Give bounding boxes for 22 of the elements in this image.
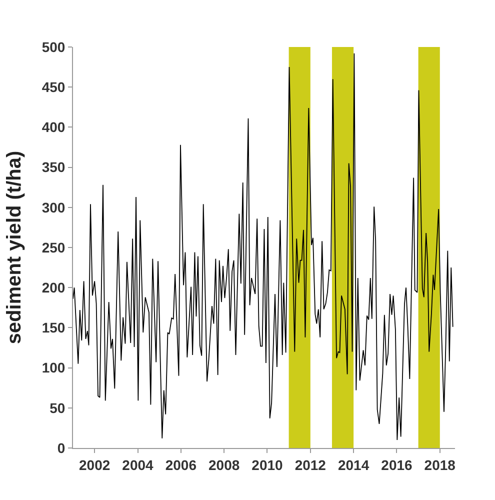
y-tick-label: 300 — [42, 199, 66, 216]
y-tick-label: 500 — [42, 38, 66, 55]
x-tick-label: 2004 — [122, 456, 154, 473]
y-tick-label: 250 — [42, 239, 66, 256]
x-tick-label: 2016 — [381, 456, 413, 473]
y-tick-label: 150 — [42, 320, 66, 336]
line-series — [73, 52, 454, 440]
y-tick-label: 100 — [42, 360, 66, 376]
y-tick-label: 400 — [42, 119, 66, 136]
x-tick-label: 2012 — [294, 456, 326, 473]
x-tick-label: 2018 — [424, 456, 456, 473]
x-tick-label: 2014 — [338, 456, 370, 473]
y-tick-label: 450 — [42, 79, 66, 95]
y-axis-title: sediment yield (t/ha) — [3, 150, 26, 344]
x-tick-label: 2008 — [208, 456, 240, 473]
y-tick-label: 50 — [50, 400, 66, 416]
y-tick-label: 350 — [42, 159, 66, 176]
x-tick-label: 2010 — [252, 456, 284, 473]
x-tick-label: 2002 — [79, 456, 110, 473]
x-tick-label: 2006 — [165, 456, 197, 473]
y-tick-label: 0 — [57, 440, 66, 456]
y-tick-label: 200 — [42, 280, 66, 296]
